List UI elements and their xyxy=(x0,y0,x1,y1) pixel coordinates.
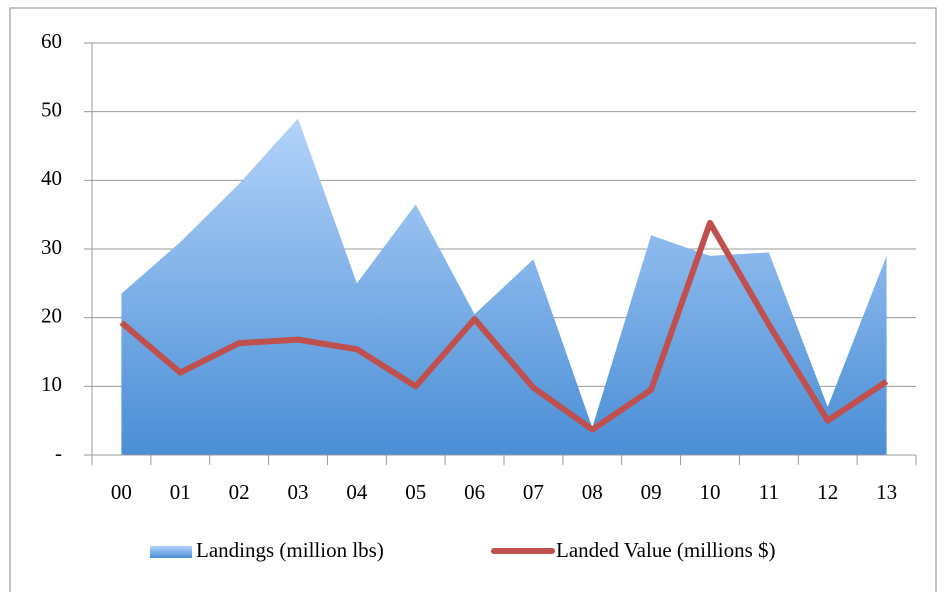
x-tick-label: 10 xyxy=(700,480,721,504)
y-tick-label: 60 xyxy=(41,29,62,53)
x-tick-label: 07 xyxy=(523,480,544,504)
line xyxy=(119,219,889,433)
y-tick-label: 10 xyxy=(41,372,62,396)
y-tick-label: 30 xyxy=(41,235,62,259)
x-tick-label: 08 xyxy=(582,480,603,504)
y-tick-label: 50 xyxy=(41,97,62,121)
x-tick-label: 03 xyxy=(288,480,309,504)
x-tick-label: 04 xyxy=(346,480,368,504)
legend-label: Landed Value (millions $) xyxy=(556,538,776,562)
y-tick-label: 20 xyxy=(41,303,62,327)
x-tick-label: 12 xyxy=(817,480,838,504)
x-tick-label: 09 xyxy=(641,480,662,504)
x-tick-label: 05 xyxy=(405,480,426,504)
x-tick-label: 13 xyxy=(876,480,897,504)
y-tick-label: - xyxy=(55,441,62,465)
x-tick-label: 02 xyxy=(229,480,250,504)
legend-swatch xyxy=(150,546,192,558)
x-tick-label: 06 xyxy=(464,480,485,504)
y-tick-label: 40 xyxy=(41,166,62,190)
area xyxy=(121,118,887,456)
x-tick-label: 01 xyxy=(170,480,191,504)
x-tick-label: 00 xyxy=(111,480,132,504)
x-tick-label: 11 xyxy=(759,480,779,504)
legend-label: Landings (million lbs) xyxy=(196,538,384,562)
